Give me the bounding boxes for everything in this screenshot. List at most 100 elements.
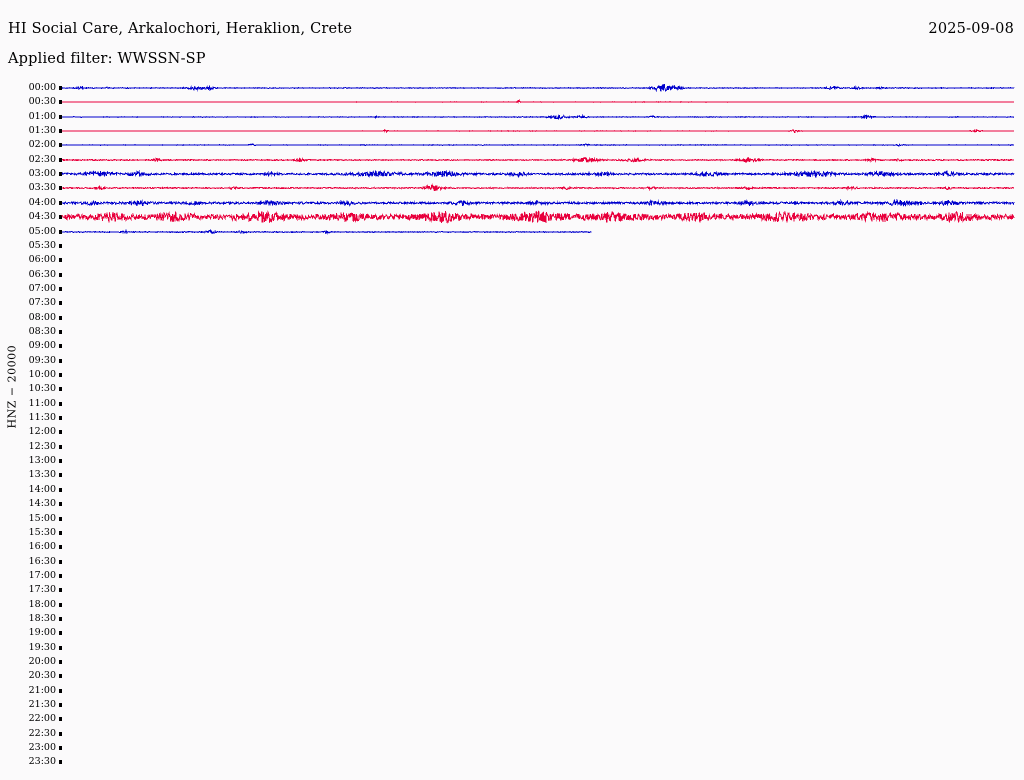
row-tick-mark — [59, 387, 62, 392]
row-tick-mark — [59, 573, 62, 578]
row-time-label: 07:30 — [0, 298, 56, 308]
row-time-label: 10:30 — [0, 384, 56, 394]
row-time-label-text: 19:30 — [28, 641, 56, 653]
row-time-label: 08:00 — [0, 313, 56, 323]
row-tick-mark — [59, 373, 62, 377]
row-tick-mark — [59, 473, 62, 478]
row-time-label-text: 09:30 — [28, 354, 56, 366]
row-tick-mark — [59, 143, 62, 148]
row-tick-mark — [59, 286, 62, 291]
row-time-label-text: 09:00 — [28, 340, 56, 352]
row-time-label: 23:00 — [0, 743, 56, 753]
row-time-label: 04:30 — [0, 212, 56, 222]
row-tick-mark — [59, 272, 62, 277]
row-tick-mark — [59, 487, 62, 492]
row-time-label: 17:00 — [0, 571, 56, 581]
row-tick-mark — [59, 344, 62, 349]
row-time-label-text: 01:00 — [28, 110, 56, 122]
row-tick-mark — [59, 459, 62, 464]
row-tick-mark — [59, 559, 62, 564]
row-time-label: 19:00 — [0, 628, 56, 638]
row-tick-mark — [59, 444, 62, 449]
seismogram-trace — [61, 227, 592, 235]
row-time-label-text: 10:00 — [28, 369, 56, 380]
row-time-label: 11:30 — [0, 413, 56, 423]
row-tick-mark — [59, 258, 62, 263]
row-time-label: 09:30 — [0, 356, 56, 366]
row-time-label: 01:00 — [0, 112, 56, 122]
row-time-label: 13:30 — [0, 470, 56, 480]
record-date: 2025-09-08 — [928, 21, 1014, 37]
row-tick-mark — [59, 703, 62, 708]
row-tick-mark — [59, 717, 62, 722]
row-tick-mark — [59, 588, 62, 593]
row-time-label: 16:00 — [0, 542, 56, 552]
seismogram-trace — [61, 156, 1015, 163]
row-time-label-text: 05:00 — [28, 225, 56, 237]
row-time-label-text: 12:30 — [28, 440, 56, 452]
row-time-label: 23:30 — [0, 757, 56, 767]
row-time-label: 21:30 — [0, 700, 56, 710]
row-time-label: 08:30 — [0, 327, 56, 337]
row-time-label-text: 21:30 — [28, 699, 56, 711]
seismogram-trace — [61, 198, 1015, 207]
row-time-label-text: 14:00 — [28, 483, 56, 495]
seismogram-trace — [61, 143, 1015, 147]
row-tick-mark — [59, 602, 62, 607]
row-time-label: 03:00 — [0, 169, 56, 179]
row-time-label-text: 17:30 — [28, 584, 56, 596]
row-time-label: 18:00 — [0, 600, 56, 610]
seismogram-trace — [61, 169, 1015, 179]
row-time-label-text: 16:00 — [28, 541, 56, 553]
row-time-label-text: 14:30 — [28, 498, 56, 510]
row-time-label-text: 20:30 — [28, 670, 56, 682]
row-tick-mark — [59, 688, 62, 693]
row-time-label-text: 18:30 — [28, 612, 56, 624]
row-time-label-text: 20:00 — [28, 656, 56, 667]
row-time-label-text: 02:00 — [28, 139, 56, 151]
row-tick-mark — [59, 358, 62, 363]
row-time-label-text: 03:30 — [28, 182, 56, 194]
row-tick-mark — [59, 674, 62, 679]
row-tick-mark — [59, 760, 62, 765]
row-tick-mark — [59, 645, 62, 650]
row-time-label: 17:30 — [0, 585, 56, 595]
row-time-label-text: 11:30 — [28, 412, 56, 424]
row-time-label: 20:00 — [0, 657, 56, 667]
row-time-label-text: 06:00 — [28, 254, 56, 266]
row-time-label-text: 10:30 — [28, 383, 56, 395]
seismogram-trace — [61, 128, 1015, 134]
row-tick-mark — [59, 172, 62, 177]
seismogram-trace — [61, 99, 1015, 104]
seismogram-trace — [61, 210, 1015, 225]
row-time-label: 22:00 — [0, 714, 56, 724]
seismogram-trace — [61, 184, 1015, 192]
row-tick-mark — [59, 100, 62, 105]
row-time-label-text: 13:30 — [28, 469, 56, 481]
row-time-label-text: 04:30 — [28, 211, 56, 223]
row-time-label: 07:00 — [0, 284, 56, 294]
row-time-label: 13:00 — [0, 456, 56, 466]
row-tick-mark — [59, 746, 62, 751]
row-time-label-text: 22:00 — [28, 713, 56, 725]
row-time-label: 21:00 — [0, 686, 56, 696]
row-time-label-text: 15:30 — [28, 526, 56, 538]
row-time-label: 20:30 — [0, 671, 56, 681]
row-time-label: 05:30 — [0, 241, 56, 251]
applied-filter-label: Applied filter: WWSSN-SP — [8, 51, 206, 67]
row-time-label: 00:30 — [0, 97, 56, 107]
row-tick-mark — [59, 301, 62, 306]
row-time-label: 02:00 — [0, 140, 56, 150]
row-time-label-text: 12:00 — [28, 426, 56, 438]
row-tick-mark — [59, 200, 62, 205]
row-time-label: 18:30 — [0, 614, 56, 624]
row-time-label-text: 13:00 — [28, 455, 56, 467]
row-time-label-text: 02:30 — [28, 153, 56, 165]
row-time-label-text: 19:00 — [28, 627, 56, 639]
row-time-label-text: 16:30 — [28, 555, 56, 567]
row-time-label: 19:30 — [0, 643, 56, 653]
row-tick-mark — [59, 401, 62, 406]
row-time-label-text: 22:30 — [28, 727, 56, 739]
row-tick-mark — [59, 129, 62, 134]
row-time-label-text: 06:30 — [28, 268, 56, 280]
